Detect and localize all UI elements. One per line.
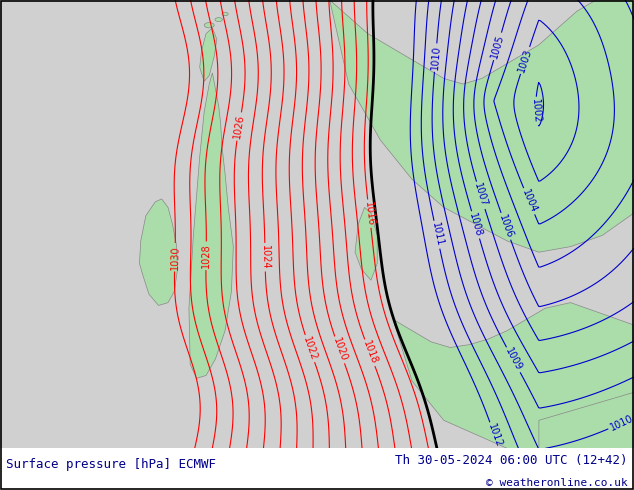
Text: 1022: 1022 xyxy=(301,335,319,362)
Text: 1002: 1002 xyxy=(530,98,542,123)
Text: 1008: 1008 xyxy=(467,212,484,238)
Polygon shape xyxy=(330,0,634,252)
Text: © weatheronline.co.uk: © weatheronline.co.uk xyxy=(486,477,628,488)
Text: 1006: 1006 xyxy=(497,213,515,240)
Text: 1024: 1024 xyxy=(260,245,270,270)
Text: 1007: 1007 xyxy=(472,182,489,209)
Text: 1010: 1010 xyxy=(430,45,442,70)
Polygon shape xyxy=(393,303,634,448)
Polygon shape xyxy=(355,207,377,280)
Polygon shape xyxy=(222,12,228,16)
Polygon shape xyxy=(189,73,233,378)
Text: 1005: 1005 xyxy=(489,33,506,60)
Polygon shape xyxy=(200,28,217,81)
Polygon shape xyxy=(215,18,223,22)
Text: 1030: 1030 xyxy=(170,245,180,270)
Text: 1016: 1016 xyxy=(363,201,376,226)
Text: 1018: 1018 xyxy=(361,340,379,366)
Text: 1004: 1004 xyxy=(520,188,538,215)
Text: 1011: 1011 xyxy=(429,221,444,248)
Text: 1026: 1026 xyxy=(232,114,246,140)
Text: Th 30-05-2024 06:00 UTC (12+42): Th 30-05-2024 06:00 UTC (12+42) xyxy=(395,454,628,467)
Text: 1009: 1009 xyxy=(503,346,524,373)
Text: 1028: 1028 xyxy=(201,244,211,268)
Text: 1012: 1012 xyxy=(486,422,503,449)
Polygon shape xyxy=(139,199,178,305)
Text: 1020: 1020 xyxy=(331,337,349,363)
Text: 1010: 1010 xyxy=(608,413,634,433)
Polygon shape xyxy=(204,23,214,28)
Text: Surface pressure [hPa] ECMWF: Surface pressure [hPa] ECMWF xyxy=(6,458,216,471)
Polygon shape xyxy=(539,392,634,448)
Text: 1003: 1003 xyxy=(517,47,534,74)
